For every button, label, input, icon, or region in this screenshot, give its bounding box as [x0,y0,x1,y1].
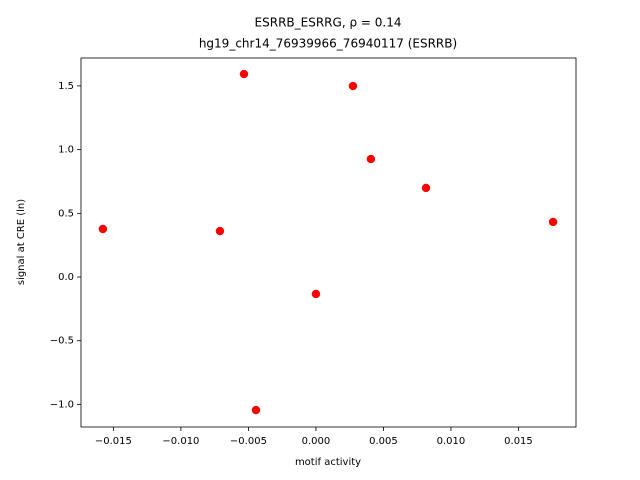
y-tick-label: 0.0 [58,272,74,283]
x-tick-label: −0.005 [230,436,267,447]
x-tick-label: 0.005 [369,436,398,447]
point [548,217,558,227]
point [421,183,431,193]
point [215,226,225,236]
y-axis-label: signal at CRE (ln) [16,199,27,285]
x-tick-label: −0.015 [95,436,132,447]
chart-title: ESRRB_ESRRG, ρ = 0.14 [255,16,402,30]
x-axis-label: motif activity [295,457,361,468]
y-tick-label: 1.0 [58,145,74,156]
chart-subtitle: hg19_chr14_76939966_76940117 (ESRRB) [199,37,457,51]
point [239,69,249,79]
x-tick-label: 0.015 [504,436,533,447]
x-tick-label: 0.000 [302,436,331,447]
x-tick-label: 0.010 [437,436,466,447]
x-tick-label: −0.010 [162,436,199,447]
point [348,81,358,91]
y-tick-label: −0.5 [50,336,74,347]
point [366,154,376,164]
y-tick-label: 1.5 [58,81,74,92]
point [251,405,261,415]
plot-frame [80,57,577,428]
point [98,224,108,234]
point [311,289,321,299]
y-tick-label: −1.0 [50,399,74,410]
y-tick-label: 0.5 [58,208,74,219]
